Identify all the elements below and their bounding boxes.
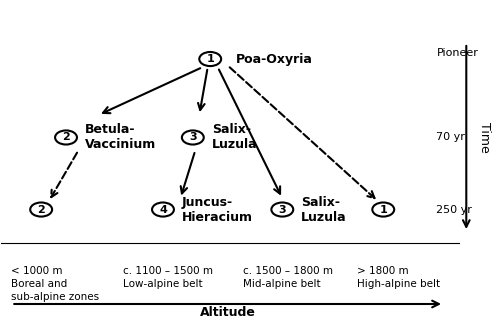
- Text: 3: 3: [278, 204, 286, 214]
- Text: Juncus-
Hieracium: Juncus- Hieracium: [182, 195, 253, 224]
- Text: Betula-
Vaccinium: Betula- Vaccinium: [85, 123, 156, 151]
- Text: 2: 2: [38, 204, 45, 214]
- Text: 4: 4: [159, 204, 167, 214]
- Text: 70 yr: 70 yr: [436, 132, 466, 142]
- Text: Salix-
Luzula: Salix- Luzula: [212, 123, 258, 151]
- Text: 250 yr: 250 yr: [436, 204, 472, 214]
- Text: > 1800 m
High-alpine belt: > 1800 m High-alpine belt: [357, 266, 440, 289]
- Text: 2: 2: [62, 132, 70, 142]
- Text: Time: Time: [478, 122, 491, 153]
- Text: c. 1500 – 1800 m
Mid-alpine belt: c. 1500 – 1800 m Mid-alpine belt: [242, 266, 332, 289]
- Text: Pioneer: Pioneer: [436, 47, 478, 57]
- Text: 1: 1: [380, 204, 387, 214]
- Text: c. 1100 – 1500 m
Low-alpine belt: c. 1100 – 1500 m Low-alpine belt: [123, 266, 213, 289]
- Text: < 1000 m
Boreal and
sub-alpine zones: < 1000 m Boreal and sub-alpine zones: [12, 266, 100, 302]
- Text: 3: 3: [189, 132, 196, 142]
- Text: 1: 1: [206, 54, 214, 64]
- Text: Altitude: Altitude: [200, 306, 256, 319]
- Text: Poa-Oxyria: Poa-Oxyria: [236, 53, 313, 66]
- Text: Salix-
Luzula: Salix- Luzula: [301, 195, 347, 224]
